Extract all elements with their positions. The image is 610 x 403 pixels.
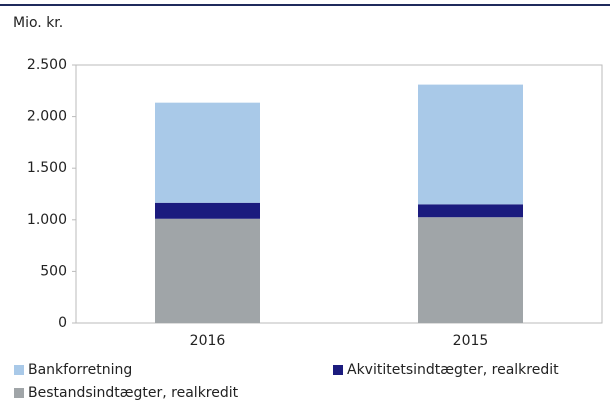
x-tick-label: 2016	[190, 333, 226, 349]
legend-swatch	[333, 365, 343, 375]
legend-label: Bankforretning	[28, 362, 132, 378]
y-tick-label: 2.000	[27, 109, 67, 125]
bar-segment	[418, 84, 523, 205]
legend-label: Akvititetsindtægter, realkredit	[347, 362, 559, 378]
x-tick-label: 2015	[453, 333, 489, 349]
legend-swatch	[14, 365, 24, 375]
bar-segment	[155, 202, 260, 219]
bar-segment	[155, 218, 260, 323]
y-tick-label: 2.500	[27, 57, 67, 73]
bar-segment	[418, 204, 523, 218]
legend-label: Bestandsindtægter, realkredit	[28, 385, 239, 401]
y-tick-label: 500	[40, 263, 67, 279]
bar-segment	[155, 102, 260, 203]
unit-label: Mio. kr.	[13, 15, 63, 31]
y-tick-label: 1.500	[27, 160, 67, 176]
bar-segment	[418, 217, 523, 323]
plot-frame	[75, 64, 603, 324]
legend-swatch	[14, 388, 24, 398]
y-tick-label: 1.000	[27, 212, 67, 228]
y-tick-label: 0	[58, 315, 67, 331]
